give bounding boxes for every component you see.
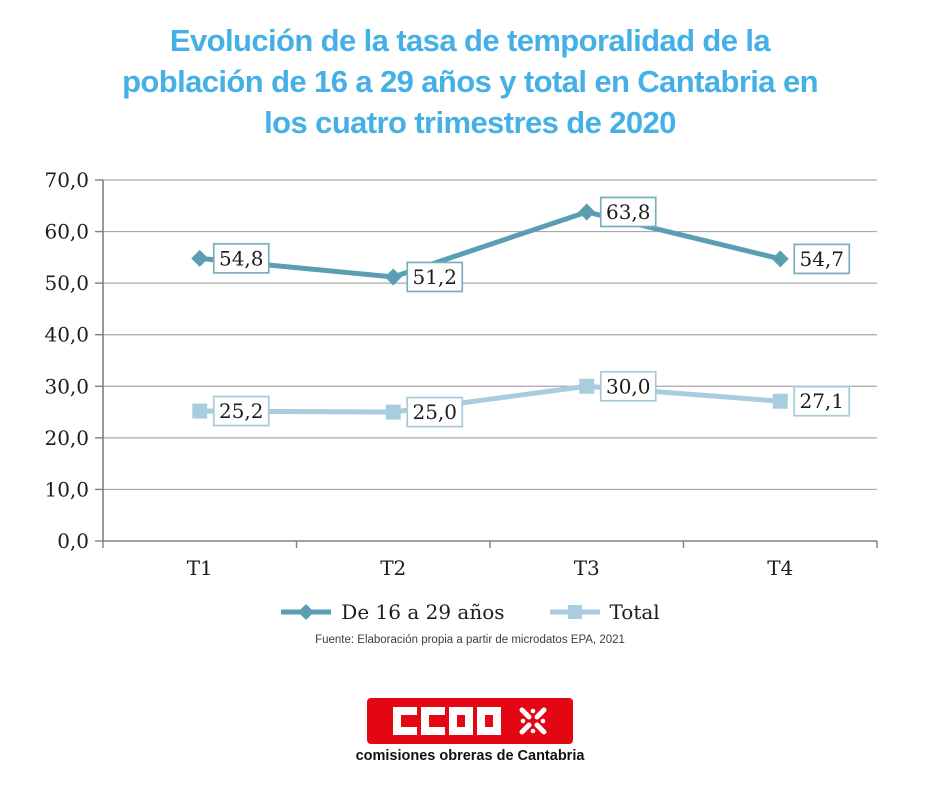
data-label: 25,2 (219, 399, 264, 423)
y-tick-label: 10,0 (44, 477, 89, 501)
source-note: Fuente: Elaboración propia a partir de m… (315, 634, 625, 646)
marker-square (772, 393, 788, 409)
y-tick-label: 30,0 (44, 374, 89, 398)
data-label-box (793, 385, 851, 417)
marker-square (385, 404, 401, 420)
y-tick-label: 40,0 (44, 323, 89, 347)
marker-square (192, 403, 208, 419)
legend-item-total: Total (549, 600, 660, 624)
y-tick-label: 70,0 (44, 168, 89, 192)
line-chart: 0,0 10,0 20,0 30,0 40,0 50,0 60,0 70,0 T1 T2 T3 T4 5… (44, 168, 878, 580)
data-label-box (599, 196, 657, 228)
ccoo-asterisk-icon (519, 707, 547, 735)
marker-diamond (384, 268, 402, 286)
legend-line-diamond-icon (281, 604, 332, 620)
data-label: 51,2 (412, 265, 457, 289)
legend-line-square-icon (549, 605, 600, 619)
y-tick-label: 20,0 (44, 426, 89, 450)
x-axis-label: T2 (380, 556, 406, 580)
data-label-box (406, 396, 464, 428)
data-label: 27,1 (799, 389, 844, 413)
title-line-2: población de 16 a 29 años y total en Can… (122, 64, 818, 99)
legend-item-de-16-a-29: De 16 a 29 años (280, 600, 505, 624)
y-tick-label: 50,0 (44, 271, 89, 295)
y-tick-label: 0,0 (57, 529, 89, 553)
org-name: comisiones obreras de Cantabria (355, 748, 585, 764)
data-label-box (212, 243, 270, 274)
series-line-total (197, 383, 783, 415)
data-label: 30,0 (606, 374, 651, 398)
x-axis-label: T1 (187, 556, 213, 580)
ccoo-logo-letters-icon (393, 707, 547, 735)
marker-diamond (191, 249, 209, 267)
legend-label-total: Total (609, 600, 660, 624)
marker-diamond (578, 203, 596, 221)
x-axis-label: T4 (767, 556, 793, 580)
title-line-3: los cuatro trimestres de 2020 (264, 105, 676, 140)
data-label-box (793, 243, 851, 275)
series-line-youth (197, 209, 783, 280)
data-label: 25,0 (412, 400, 457, 424)
page-title: Evolución de la tasa de temporalidad de … (0, 20, 940, 143)
data-label: 54,8 (219, 246, 264, 270)
x-axis-label: T3 (574, 556, 600, 580)
data-label: 54,7 (799, 247, 844, 271)
data-label-box (599, 370, 657, 402)
data-label-box (406, 261, 464, 293)
chart-legend: De 16 a 29 años Total (0, 600, 940, 624)
ccoo-logo (367, 698, 573, 744)
marker-square (579, 378, 595, 394)
data-label-box (212, 395, 270, 427)
y-tick-label: 60,0 (44, 220, 89, 244)
marker-diamond (771, 250, 789, 268)
data-label: 63,8 (606, 200, 651, 224)
legend-label-youth: De 16 a 29 años (341, 600, 505, 624)
title-line-1: Evolución de la tasa de temporalidad de … (169, 23, 771, 58)
